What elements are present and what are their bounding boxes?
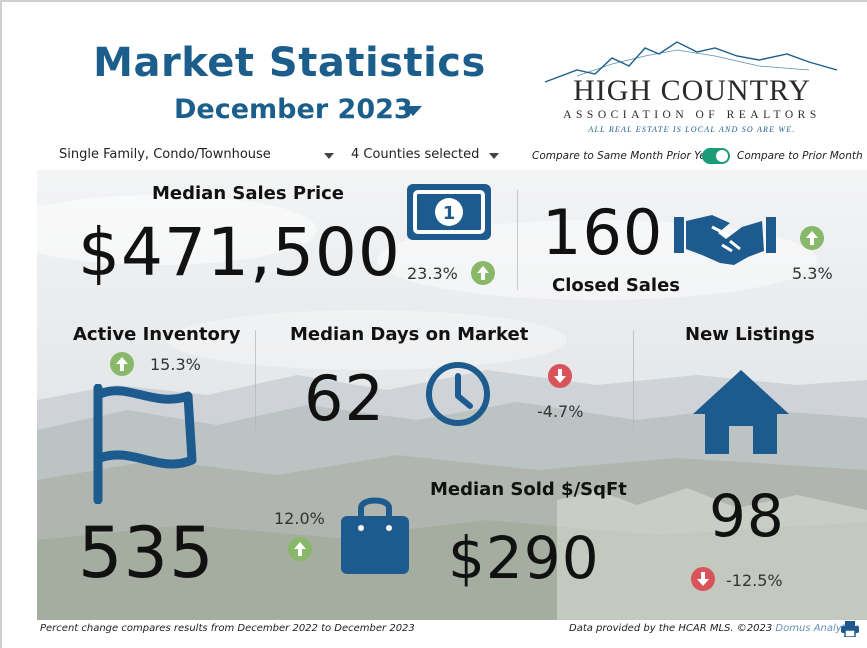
print-icon[interactable] bbox=[841, 621, 859, 637]
footer-note: Percent change compares results from Dec… bbox=[40, 623, 415, 634]
domus-analytics-link[interactable]: Domus Analytics bbox=[775, 623, 860, 634]
median-sold-sqft-value: $290 bbox=[448, 524, 600, 592]
closed-sales-label: Closed Sales bbox=[552, 275, 681, 296]
filter-bar: Single Family, Condo/Townhouse 4 Countie… bbox=[2, 145, 867, 167]
divider bbox=[255, 330, 256, 430]
shopping-bag-icon bbox=[341, 497, 409, 574]
median-sales-price-change: 23.3% bbox=[407, 264, 458, 283]
chevron-down-icon[interactable] bbox=[489, 153, 499, 159]
svg-text:HIGH COUNTRY: HIGH COUNTRY bbox=[573, 74, 811, 107]
chevron-down-icon[interactable] bbox=[324, 153, 334, 159]
handshake-icon bbox=[674, 215, 776, 265]
month-selector[interactable]: December 2023 bbox=[174, 94, 413, 125]
svg-text:ASSOCIATION OF REALTORS: ASSOCIATION OF REALTORS bbox=[563, 109, 821, 121]
new-listings-value: 98 bbox=[709, 482, 785, 550]
footer-credit: Data provided by the HCAR MLS. ©2023 Dom… bbox=[569, 623, 859, 634]
house-icon bbox=[693, 370, 789, 454]
credit-text: Data provided by the HCAR MLS. ©2023 bbox=[569, 623, 776, 634]
median-sales-price-value: $471,500 bbox=[78, 214, 401, 291]
toggle-knob bbox=[716, 150, 728, 162]
svg-text:1: 1 bbox=[443, 203, 456, 224]
median-days-on-market-label: Median Days on Market bbox=[290, 324, 529, 345]
high-country-logo: HIGH COUNTRY ASSOCIATION OF REALTORS ALL… bbox=[544, 41, 838, 134]
compare-prior-year-label: Compare to Same Month Prior Year bbox=[532, 150, 717, 162]
median-sold-sqft-label: Median Sold $/SqFt bbox=[430, 479, 627, 500]
arrow-down-icon bbox=[691, 567, 715, 591]
clock-icon bbox=[426, 362, 490, 426]
flag-icon bbox=[93, 384, 197, 504]
month-dropdown-caret-icon[interactable] bbox=[404, 106, 422, 116]
new-listings-change: -12.5% bbox=[726, 571, 783, 590]
median-sold-sqft-change: 12.0% bbox=[274, 509, 325, 528]
divider bbox=[517, 190, 518, 290]
new-listings-label: New Listings bbox=[685, 324, 815, 345]
arrow-up-icon bbox=[110, 352, 134, 376]
median-days-on-market-value: 62 bbox=[304, 362, 385, 435]
money-icon: 1 bbox=[407, 184, 491, 240]
arrow-up-icon bbox=[288, 537, 312, 561]
closed-sales-change: 5.3% bbox=[792, 264, 833, 283]
counties-dropdown[interactable]: 4 Counties selected bbox=[351, 147, 480, 162]
median-sales-price-label: Median Sales Price bbox=[152, 183, 344, 204]
active-inventory-change: 15.3% bbox=[150, 355, 201, 374]
active-inventory-value: 535 bbox=[78, 512, 215, 594]
svg-text:ALL REAL ESTATE IS LOCAL AND S: ALL REAL ESTATE IS LOCAL AND SO ARE WE. bbox=[587, 125, 795, 134]
arrow-down-icon bbox=[548, 364, 572, 388]
median-days-on-market-change: -4.7% bbox=[537, 402, 584, 421]
arrow-up-icon bbox=[471, 261, 495, 285]
divider bbox=[633, 330, 634, 430]
page-title: Market Statistics bbox=[93, 40, 486, 86]
closed-sales-value: 160 bbox=[542, 196, 664, 269]
property-type-dropdown[interactable]: Single Family, Condo/Townhouse bbox=[59, 147, 271, 162]
compare-toggle[interactable] bbox=[702, 148, 730, 164]
compare-prior-month-label: Compare to Prior Month bbox=[737, 150, 863, 162]
active-inventory-label: Active Inventory bbox=[73, 324, 241, 345]
arrow-up-icon bbox=[800, 226, 824, 250]
